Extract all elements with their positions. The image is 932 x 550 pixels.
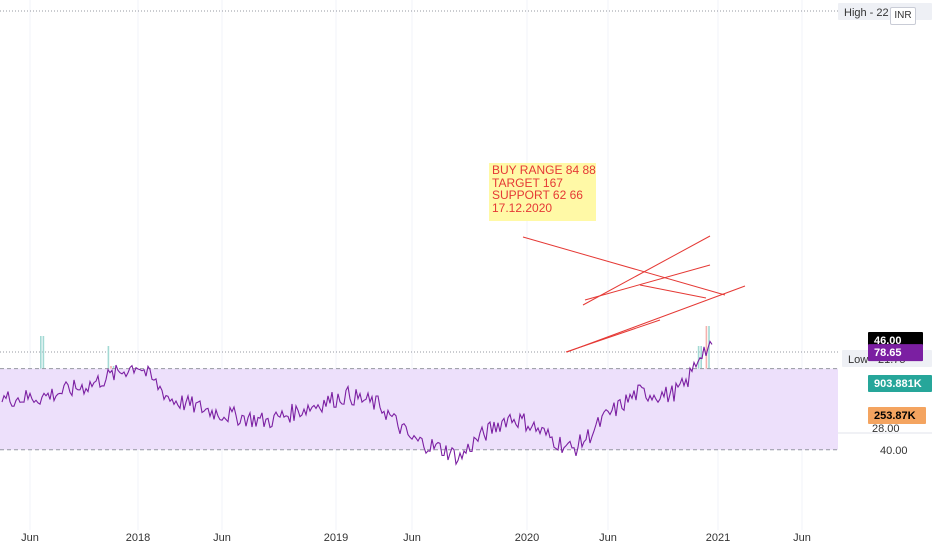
trendline-3 <box>584 264 711 301</box>
trendline-0 <box>522 236 726 296</box>
time-tick-label: Jun <box>213 532 231 544</box>
note-buy-range: BUY RANGE 84 88 <box>492 163 596 177</box>
trendline-5 <box>639 284 707 299</box>
high-label: High - 22 <box>844 7 889 19</box>
time-tick-label: Jun <box>793 532 811 544</box>
volume-ma-partial: 28.00 <box>872 423 900 435</box>
time-tick-label: 2021 <box>706 532 730 544</box>
trendlines-layer <box>522 235 746 353</box>
rsi-tag-bg <box>868 344 923 362</box>
price-axis[interactable]: 200.00180.00160.00140.00120.00100.0046.0… <box>880 0 914 457</box>
note-date: 17.12.2020 <box>492 200 553 215</box>
price-tag-46: 46.00 <box>874 335 902 347</box>
volume-tag: 903.881K <box>874 378 922 390</box>
note-target: TARGET 167 <box>492 175 563 190</box>
time-tick-label: 2020 <box>515 532 539 544</box>
currency-badge[interactable]: INR <box>890 7 916 25</box>
volume-ma-tag-bg <box>868 407 926 424</box>
rsi-tag: 78.65 <box>874 347 902 359</box>
volume-ma-tag: 253.87K <box>874 410 916 422</box>
trade-note: BUY RANGE 84 88 TARGET 167 SUPPORT 62 66… <box>489 163 596 221</box>
rsi-line <box>1 340 713 466</box>
rsi-layer <box>0 340 838 466</box>
time-tick-label: 2018 <box>126 532 150 544</box>
trendline-1 <box>566 285 746 353</box>
time-tick-label: Jun <box>599 532 617 544</box>
rsi-tick-label: 40.00 <box>880 445 908 457</box>
time-axis[interactable]: Jun 2018 Jun 2019 Jun 2020 Jun 2021 Jun <box>21 532 811 544</box>
trendline-2 <box>582 235 711 306</box>
trendline-4 <box>565 319 661 353</box>
rsi-band <box>0 368 838 450</box>
time-tick-label: 2019 <box>324 532 348 544</box>
time-tick-label: Jun <box>403 532 421 544</box>
note-support: SUPPORT 62 66 <box>492 188 583 203</box>
volume-tag-bg <box>868 375 932 392</box>
time-tick-label: Jun <box>21 532 39 544</box>
